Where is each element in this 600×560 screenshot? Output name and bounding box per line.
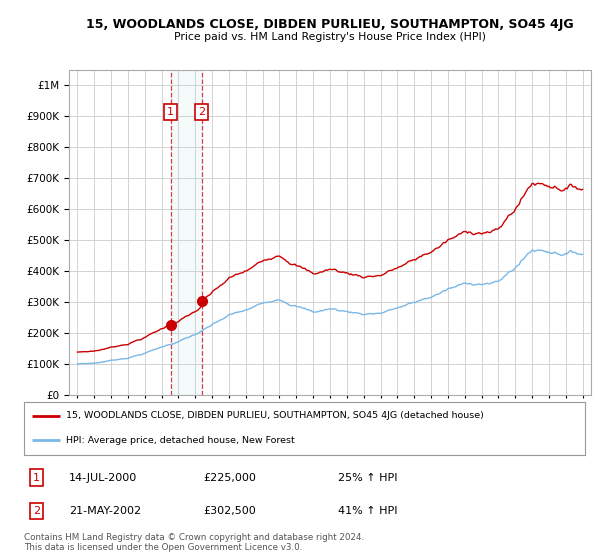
Text: £302,500: £302,500 (203, 506, 256, 516)
Bar (171, 70, 202, 395)
Text: 15, WOODLANDS CLOSE, DIBDEN PURLIEU, SOUTHAMPTON, SO45 4JG: 15, WOODLANDS CLOSE, DIBDEN PURLIEU, SOU… (86, 18, 574, 31)
Text: £225,000: £225,000 (203, 473, 256, 483)
Text: 15, WOODLANDS CLOSE, DIBDEN PURLIEU, SOUTHAMPTON, SO45 4JG (detached house): 15, WOODLANDS CLOSE, DIBDEN PURLIEU, SOU… (66, 412, 484, 421)
Text: Price paid vs. HM Land Registry's House Price Index (HPI): Price paid vs. HM Land Registry's House … (174, 32, 486, 43)
Text: 2: 2 (33, 506, 40, 516)
Text: 25% ↑ HPI: 25% ↑ HPI (338, 473, 398, 483)
Text: HPI: Average price, detached house, New Forest: HPI: Average price, detached house, New … (66, 436, 295, 445)
Text: 1: 1 (167, 107, 174, 117)
Text: 41% ↑ HPI: 41% ↑ HPI (338, 506, 398, 516)
Text: Contains HM Land Registry data © Crown copyright and database right 2024.: Contains HM Land Registry data © Crown c… (24, 533, 364, 542)
Text: 1: 1 (33, 473, 40, 483)
Text: 2: 2 (198, 107, 205, 117)
Text: This data is licensed under the Open Government Licence v3.0.: This data is licensed under the Open Gov… (24, 543, 302, 552)
Text: 14-JUL-2000: 14-JUL-2000 (69, 473, 137, 483)
Text: 21-MAY-2002: 21-MAY-2002 (69, 506, 141, 516)
